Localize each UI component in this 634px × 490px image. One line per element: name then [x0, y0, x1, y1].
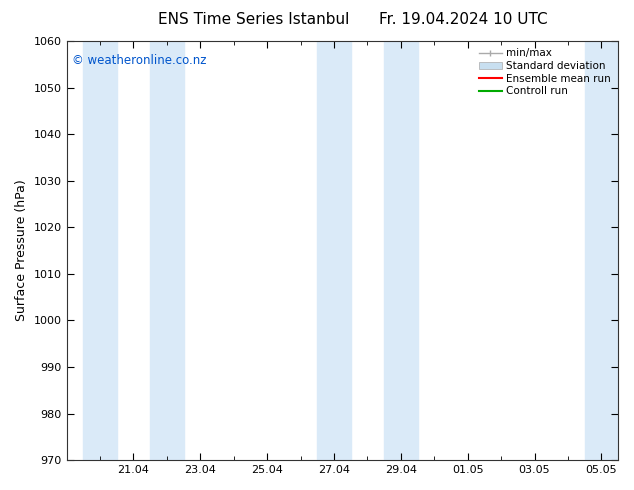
Text: Fr. 19.04.2024 10 UTC: Fr. 19.04.2024 10 UTC: [378, 12, 547, 27]
Text: © weatheronline.co.nz: © weatheronline.co.nz: [72, 53, 207, 67]
Text: ENS Time Series Istanbul: ENS Time Series Istanbul: [158, 12, 349, 27]
Legend: min/max, Standard deviation, Ensemble mean run, Controll run: min/max, Standard deviation, Ensemble me…: [477, 46, 613, 98]
Bar: [384, 41, 418, 460]
Bar: [83, 41, 117, 460]
Bar: [150, 41, 183, 460]
Bar: [585, 41, 618, 460]
Bar: [317, 41, 351, 460]
Y-axis label: Surface Pressure (hPa): Surface Pressure (hPa): [15, 180, 28, 321]
